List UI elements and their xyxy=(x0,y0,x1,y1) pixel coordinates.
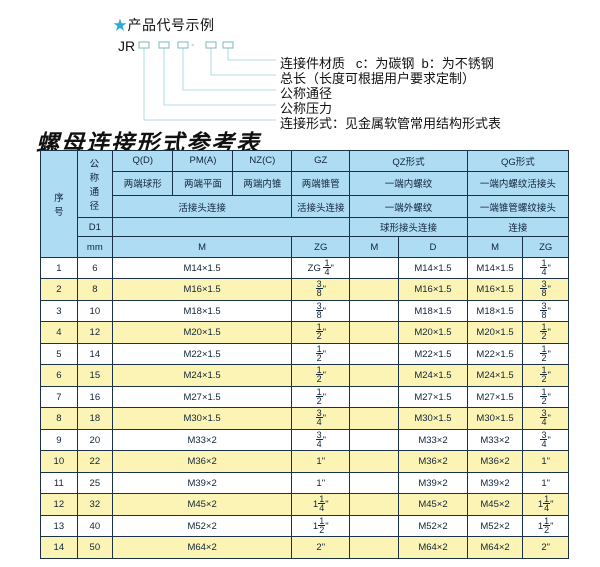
svg-text:-: - xyxy=(191,39,195,51)
